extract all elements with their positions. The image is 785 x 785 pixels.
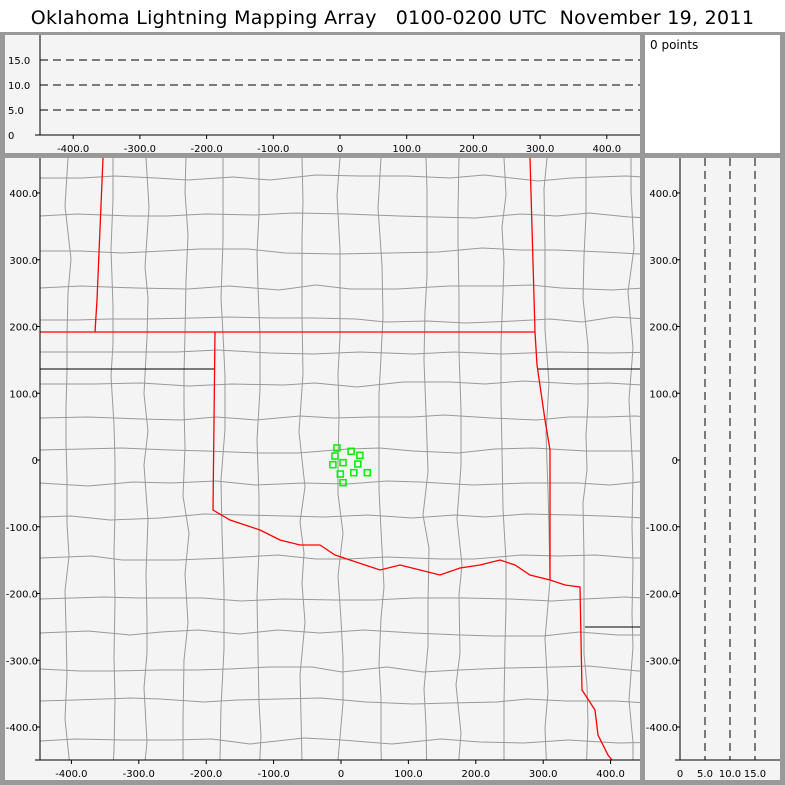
station-marker	[354, 460, 362, 468]
x-tick-label: 0	[337, 144, 343, 155]
y-tick-label: 15.0	[8, 56, 30, 67]
x-tick-label: -100.0	[257, 769, 289, 780]
x-tick-label: -400.0	[55, 769, 87, 780]
county-line	[110, 158, 116, 760]
points-count: 0 points	[650, 38, 699, 52]
y-tick-label: 400.0	[649, 189, 678, 200]
county-line	[500, 158, 507, 760]
county-line	[40, 174, 640, 182]
county-line	[627, 158, 635, 760]
county-line	[40, 414, 640, 421]
station-marker	[347, 447, 355, 456]
x-tick-label: -300.0	[123, 769, 155, 780]
x-tick-label: 0	[677, 769, 683, 780]
x-tick-label: -200.0	[190, 769, 222, 780]
y-tick-label: 300.0	[649, 256, 678, 267]
x-tick-label: -200.0	[190, 144, 222, 155]
county-line	[582, 158, 589, 760]
y-tick-label: 0	[672, 456, 678, 467]
y-tick-label: -300.0	[646, 656, 678, 667]
county-line	[40, 554, 640, 561]
x-tick-label: 10.0	[719, 769, 741, 780]
x-tick-label: 100.0	[392, 144, 421, 155]
x-tick-label: 300.0	[529, 769, 558, 780]
station-marker	[331, 452, 339, 460]
county-line	[40, 737, 640, 745]
county-line	[298, 158, 306, 760]
chart-title: Oklahoma Lightning Mapping Array 0100-02…	[0, 0, 785, 32]
map-features	[40, 158, 640, 760]
y-tick-label: -100.0	[646, 523, 678, 534]
ns-altitude-panel	[645, 158, 780, 780]
y-tick-label: -400.0	[6, 723, 38, 734]
county-borders	[40, 158, 640, 760]
y-tick-label: 200.0	[649, 323, 678, 334]
y-tick-label: 300.0	[9, 256, 38, 267]
state-borders-red	[40, 158, 613, 760]
county-line	[40, 284, 640, 291]
x-tick-label: 200.0	[459, 144, 488, 155]
county-line	[182, 158, 190, 760]
station-marker	[339, 458, 347, 467]
station-marker	[336, 470, 345, 478]
y-tick-label: 0	[32, 456, 38, 467]
county-line	[219, 158, 226, 760]
x-tick-label: -400.0	[57, 144, 89, 155]
x-tick-label: 0	[338, 769, 344, 780]
x-tick-label: 200.0	[461, 769, 490, 780]
station-marker	[363, 468, 372, 477]
station-marker	[329, 460, 337, 469]
county-line	[377, 158, 385, 760]
x-tick-label: 400.0	[596, 769, 625, 780]
state-border-black	[40, 368, 640, 628]
y-tick-label: -400.0	[646, 723, 678, 734]
county-line	[40, 380, 640, 388]
y-tick-label: -300.0	[6, 656, 38, 667]
county-line	[64, 158, 72, 760]
y-tick-label: -100.0	[6, 523, 38, 534]
county-line	[40, 316, 640, 324]
x-tick-label: 300.0	[526, 144, 555, 155]
county-line	[40, 665, 640, 673]
county-line	[40, 349, 640, 355]
map-panel	[5, 158, 640, 780]
y-tick-label: 200.0	[9, 323, 38, 334]
county-line	[422, 158, 430, 760]
x-tick-label: -100.0	[257, 144, 289, 155]
x-tick-label: 400.0	[592, 144, 621, 155]
county-line	[543, 158, 551, 760]
y-tick-label: 0	[8, 131, 14, 142]
county-line	[336, 158, 344, 760]
altitude-panel	[5, 35, 640, 153]
y-tick-label: 100.0	[9, 389, 38, 400]
county-line	[256, 158, 262, 760]
y-tick-label: 10.0	[8, 81, 30, 92]
y-tick-label: 400.0	[9, 189, 38, 200]
x-tick-label: -300.0	[124, 144, 156, 155]
y-tick-label: 5.0	[8, 106, 24, 117]
y-tick-label: 100.0	[649, 389, 678, 400]
station-marker	[356, 451, 364, 460]
station-marker	[339, 478, 347, 487]
x-tick-label: 100.0	[394, 769, 423, 780]
x-tick-label: 5.0	[697, 769, 713, 780]
x-tick-label: 15.0	[744, 769, 766, 780]
county-line	[40, 596, 640, 602]
station-marker	[333, 444, 341, 452]
y-tick-label: -200.0	[6, 590, 38, 601]
county-line	[40, 247, 640, 255]
county-line	[455, 158, 463, 760]
points-panel	[645, 35, 780, 153]
county-line	[143, 158, 150, 760]
county-line	[40, 212, 640, 219]
station-marker	[350, 468, 358, 477]
y-tick-label: -200.0	[646, 590, 678, 601]
